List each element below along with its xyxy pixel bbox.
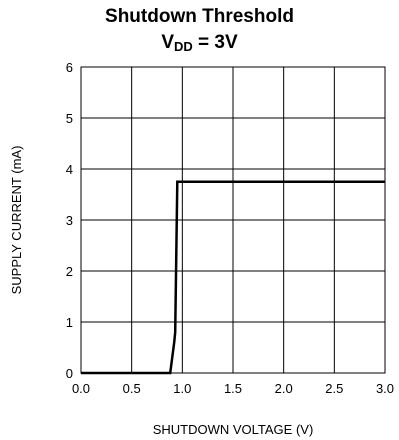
x-tick-label: 2.0 <box>275 381 293 396</box>
subtitle-subscript: DD <box>174 39 193 54</box>
y-tick-label: 3 <box>66 213 73 228</box>
y-tick-label: 0 <box>66 366 73 381</box>
y-tick-label: 2 <box>66 264 73 279</box>
x-tick-labels: 0.0 0.5 1.0 1.5 2.0 2.5 3.0 <box>72 381 394 396</box>
y-tick-label: 5 <box>66 111 73 126</box>
x-tick-label: 0.5 <box>123 381 141 396</box>
chart-title: Shutdown Threshold <box>105 6 294 27</box>
x-tick-label: 1.5 <box>224 381 242 396</box>
x-axis-label: SHUTDOWN VOLTAGE (V) <box>153 422 314 437</box>
y-tick-label: 6 <box>66 60 73 75</box>
x-tick-label: 2.5 <box>325 381 343 396</box>
subtitle-rest: = 3V <box>192 32 238 53</box>
y-tick-labels: 0 1 2 3 4 5 6 <box>66 60 73 381</box>
y-axis-label: SUPPLY CURRENT (mA) <box>9 146 24 295</box>
subtitle-base: V <box>161 32 174 53</box>
chart-subtitle: VDD = 3V <box>0 32 399 54</box>
x-tick-label: 1.0 <box>173 381 191 396</box>
series-lines <box>81 180 385 375</box>
x-tick-label: 3.0 <box>376 381 394 396</box>
y-tick-label: 4 <box>66 162 73 177</box>
plot-frame <box>80 66 386 374</box>
x-tick-label: 0.0 <box>72 381 90 396</box>
series-line-0 <box>81 180 385 375</box>
grid <box>81 67 385 373</box>
y-tick-label: 1 <box>66 315 73 330</box>
